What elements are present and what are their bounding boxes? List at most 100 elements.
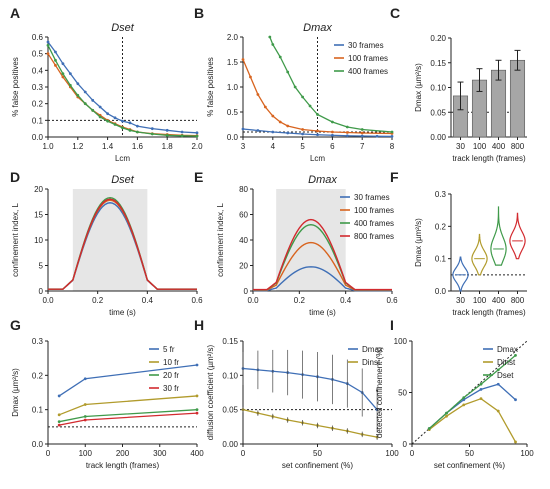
x-tick-label: 1.4 xyxy=(102,142,114,151)
x-tick-label: 2.0 xyxy=(191,142,203,151)
data-point xyxy=(479,382,483,386)
data-point xyxy=(316,113,319,116)
y-tick-label: 20 xyxy=(34,185,43,194)
data-point xyxy=(195,411,199,415)
x-tick-label: 1.6 xyxy=(132,142,144,151)
data-point xyxy=(57,413,61,417)
panel-h: H 0.00 0.05 0.10 0.15 0 50 100 set confinement (… xyxy=(194,317,399,470)
data-point xyxy=(514,398,517,402)
x-tick-label: 0 xyxy=(241,449,246,458)
x-axis-label: Lcm xyxy=(310,154,325,163)
data-point xyxy=(61,75,65,79)
y-tick-label: 0.5 xyxy=(32,50,44,59)
data-point xyxy=(462,396,466,400)
x-tick-label: 0.6 xyxy=(386,296,398,305)
series-line xyxy=(428,354,516,430)
y-tick-label: 0.1 xyxy=(435,255,447,264)
panel-letter: D xyxy=(10,169,20,185)
data-point xyxy=(286,70,290,74)
x-axis-label: time (s) xyxy=(309,308,336,317)
panel-title: Dset xyxy=(111,22,135,34)
series-line xyxy=(59,409,198,423)
data-point xyxy=(128,128,132,132)
data-point xyxy=(68,83,72,87)
data-point xyxy=(241,127,245,131)
series-line xyxy=(59,412,198,426)
data-point xyxy=(256,129,260,132)
x-tick-label: 1.2 xyxy=(72,142,84,151)
y-tick-label: 20 xyxy=(239,262,248,271)
y-tick-label: 0.00 xyxy=(430,133,446,142)
y-tick-label: 0.05 xyxy=(222,406,238,415)
y-tick-label: 0.00 xyxy=(222,440,238,449)
data-point xyxy=(345,125,349,129)
data-point xyxy=(83,415,87,418)
legend-label: Dinst xyxy=(497,358,516,367)
data-point xyxy=(286,131,290,135)
y-tick-label: 0.4 xyxy=(32,66,44,75)
y-tick-label: 60 xyxy=(239,211,248,220)
data-point xyxy=(445,411,448,415)
y-axis-label: Dmax (µm²/s) xyxy=(11,368,20,417)
y-tick-label: 2.0 xyxy=(227,33,239,42)
x-tick-label: 0.0 xyxy=(247,296,259,305)
data-point xyxy=(268,35,272,39)
y-tick-label: 10 xyxy=(34,236,43,245)
panel-letter: E xyxy=(194,169,203,185)
y-tick-label: 0 xyxy=(403,440,408,449)
data-point xyxy=(83,418,87,422)
panel-letter: I xyxy=(390,317,394,333)
data-point xyxy=(83,90,87,94)
bar xyxy=(509,59,526,138)
data-point xyxy=(278,120,282,124)
data-point xyxy=(98,115,102,119)
data-point xyxy=(61,62,65,66)
data-point xyxy=(286,124,290,128)
data-point xyxy=(249,75,252,79)
x-axis-label: set confinement (%) xyxy=(434,461,505,470)
data-point xyxy=(136,124,139,128)
panel-f: F 0.0 0.1 0.2 0.3 track length (frames) Dmax (… xyxy=(390,169,527,317)
data-point xyxy=(121,126,124,130)
y-tick-label: 15 xyxy=(34,211,43,220)
data-point xyxy=(360,128,364,131)
data-point xyxy=(331,133,334,137)
data-point xyxy=(308,104,312,108)
y-tick-label: 0.15 xyxy=(222,337,238,346)
x-axis-label: track length (frames) xyxy=(86,461,160,470)
data-point xyxy=(345,131,349,134)
y-tick-label: 0.5 xyxy=(227,108,239,117)
y-axis-label: Dmax (µm²/s) xyxy=(414,218,423,267)
x-tick-label: 50 xyxy=(465,449,474,458)
data-point xyxy=(390,135,394,138)
data-point xyxy=(445,414,448,418)
data-point xyxy=(256,93,260,96)
x-tick-label: 800 xyxy=(511,296,525,305)
data-point xyxy=(46,52,50,56)
data-point xyxy=(496,409,500,413)
data-point xyxy=(83,403,87,406)
data-point xyxy=(57,394,61,398)
y-tick-label: 0 xyxy=(39,287,44,296)
x-tick-label: 400 xyxy=(190,449,204,458)
data-point xyxy=(76,82,80,86)
data-point xyxy=(121,119,124,123)
x-tick-label: 8 xyxy=(390,142,395,151)
panel-i: I 0 50 100 0 50 100 set confinement (%) detected… xyxy=(375,317,534,470)
data-point xyxy=(113,123,117,126)
data-point xyxy=(91,98,95,102)
x-tick-label: 0.6 xyxy=(191,296,203,305)
y-tick-label: 0.2 xyxy=(435,222,447,231)
data-point xyxy=(271,114,275,118)
legend-label: 100 frames xyxy=(354,206,394,215)
data-point xyxy=(46,43,50,47)
y-tick-label: 100 xyxy=(394,337,408,346)
panel-title: Dmax xyxy=(303,22,332,34)
data-point xyxy=(331,120,334,124)
y-axis-label: % false positives xyxy=(11,57,20,117)
legend-label: Dmax xyxy=(497,345,518,354)
y-tick-label: 0.3 xyxy=(32,83,44,92)
panel-letter: H xyxy=(194,317,204,333)
series-line xyxy=(242,367,378,411)
panel-letter: C xyxy=(390,5,400,21)
